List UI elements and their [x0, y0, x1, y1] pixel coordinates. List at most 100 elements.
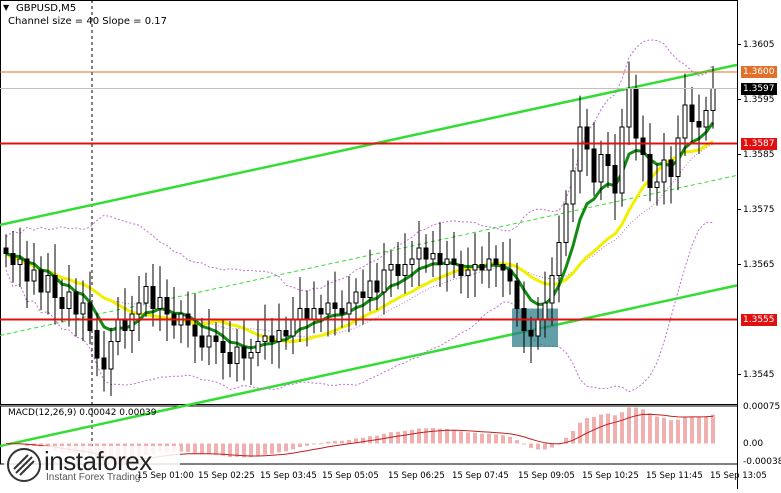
collapse-arrow-icon[interactable]: ▼ [3, 3, 10, 12]
macd-histogram-bar [319, 443, 323, 445]
macd-histogram-bar [606, 413, 610, 444]
candle-body [542, 302, 548, 320]
candle-body [101, 357, 107, 370]
candle-body [549, 275, 555, 304]
candle-body [437, 253, 443, 265]
candle-body [115, 319, 121, 342]
candle-body [654, 181, 660, 188]
macd-histogram-bar [256, 443, 260, 457]
macd-histogram-bar [515, 440, 519, 444]
macd-histogram-bar [550, 443, 554, 448]
macd-histogram-bar [613, 415, 617, 444]
candle-body [38, 269, 44, 293]
macd-histogram-bar [200, 443, 204, 455]
macd-histogram-bar [459, 431, 463, 444]
macd-histogram-bar [424, 428, 428, 444]
candle-body [500, 264, 506, 271]
macd-histogram-bar [417, 428, 421, 444]
x-tick-label: 15 Sep 07:45 [452, 471, 509, 481]
instaforex-logo: instaforex Instant Forex Trading [4, 446, 180, 484]
chart-subtitle: Channel size = 40 Slope = 0.17 [8, 16, 168, 27]
x-tick-label: 15 Sep 13:05 [710, 471, 767, 481]
macd-histogram-bar [207, 443, 211, 455]
candle-body [416, 247, 422, 260]
macd-histogram-bar [431, 427, 435, 444]
macd-histogram-bar [480, 433, 484, 444]
candle-body [234, 346, 240, 364]
macd-histogram-bar [536, 443, 540, 450]
macd-histogram-bar [389, 432, 393, 444]
macd-histogram-bar [585, 418, 589, 444]
candle-body [157, 297, 163, 309]
macd-histogram-bar [669, 420, 673, 444]
y-tick-label: 1.3575 [743, 204, 775, 215]
candle-body [570, 170, 576, 205]
macd-histogram-bar [333, 440, 337, 444]
candle-body [332, 302, 338, 309]
macd-y-tick-label: -0.00038 [743, 457, 781, 467]
candle-body [52, 275, 58, 298]
candle-body [136, 302, 142, 315]
candle-body [374, 280, 380, 293]
candle-body [94, 330, 100, 359]
candle-body [514, 280, 520, 309]
candle-body [255, 341, 261, 353]
macd-histogram-bar [312, 443, 316, 445]
macd-histogram-bar [501, 435, 505, 444]
candle-body [507, 269, 513, 282]
macd-histogram-bar [4, 443, 8, 445]
macd-histogram-bar [221, 443, 225, 456]
highlight-zone-box [512, 308, 558, 347]
candle-body [444, 258, 450, 265]
y-tick-label: 1.3545 [743, 369, 775, 380]
logo-tagline: Instant Forex Trading [46, 472, 141, 483]
candle-body [381, 269, 387, 293]
macd-y-tick-label: 0.00075 [743, 402, 781, 412]
candle-body [290, 319, 296, 337]
macd-histogram-bar [641, 409, 645, 444]
candle-body [647, 154, 653, 188]
candle-body [227, 352, 233, 364]
candle-body [633, 88, 639, 139]
macd-histogram-bar [347, 439, 351, 444]
candle-body [24, 258, 30, 282]
candle-body [248, 352, 254, 359]
macd-histogram-bar [298, 443, 302, 448]
candle-body [626, 88, 632, 128]
x-tick-label: 15 Sep 02:25 [198, 471, 255, 481]
candle-body [430, 253, 436, 260]
macd-histogram-bar [25, 443, 29, 447]
candle-body [556, 242, 562, 276]
candle-body [192, 324, 198, 337]
macd-histogram-bar [683, 417, 687, 444]
macd-histogram-bar [648, 413, 652, 444]
candle-body [311, 308, 317, 320]
price-level-label: 1.3600 [741, 66, 777, 78]
candle-body [276, 330, 282, 342]
candle-body [325, 302, 331, 315]
candle-body [10, 253, 16, 265]
candle-body [472, 264, 478, 271]
macd-histogram-bar [473, 432, 477, 444]
macd-histogram-bar [571, 431, 575, 444]
candle-body [318, 308, 324, 315]
x-tick-label: 15 Sep 09:05 [518, 471, 575, 481]
candle-body [423, 247, 429, 260]
candle-body [297, 308, 303, 320]
macd-histogram-bar [655, 416, 659, 444]
macd-title: MACD(12,26,9) 0.00042 0.00039 [8, 408, 157, 418]
candle-body [612, 165, 618, 194]
macd-histogram-bar [284, 443, 288, 452]
candle-body [269, 335, 275, 342]
bollinger-middle [5, 143, 714, 338]
candle-body [535, 319, 541, 337]
candle-body [304, 308, 310, 320]
candle-body [164, 297, 170, 315]
macd-histogram-bar [690, 416, 694, 444]
candle-body [150, 286, 156, 309]
macd-histogram-bar [242, 443, 246, 458]
macd-histogram-bar [711, 414, 715, 444]
macd-histogram-bar [452, 429, 456, 444]
logo-text: instaforex [44, 446, 152, 476]
